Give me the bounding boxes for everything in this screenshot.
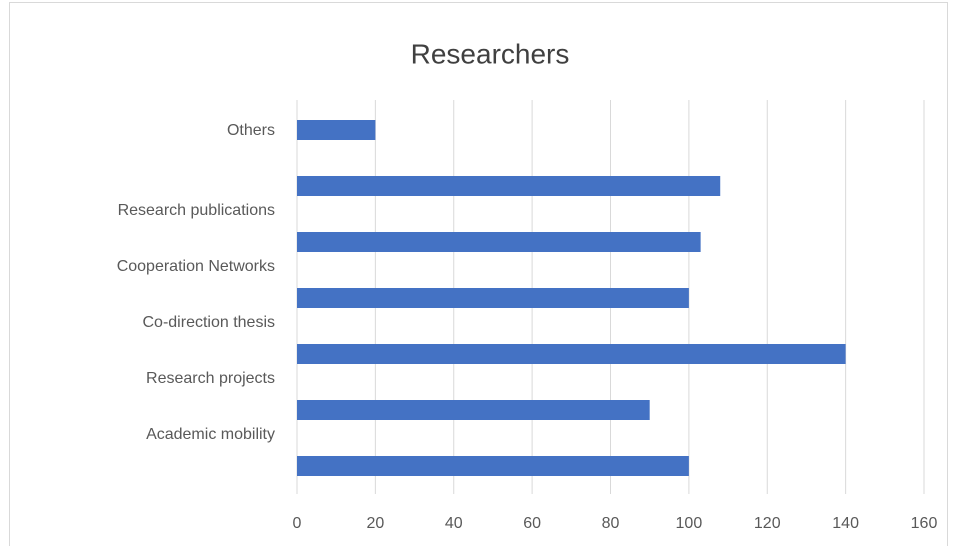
y-tick-label: Cooperation Networks — [117, 258, 275, 275]
x-tick-label: 100 — [676, 515, 703, 532]
bar — [297, 344, 846, 364]
bar — [297, 400, 650, 420]
x-tick-label: 80 — [602, 515, 620, 532]
x-tick-label: 120 — [754, 515, 781, 532]
y-tick-label: Research projects — [146, 370, 275, 387]
x-tick-label: 40 — [445, 515, 463, 532]
bar — [297, 456, 689, 476]
bar — [297, 288, 689, 308]
x-tick-label: 60 — [523, 515, 541, 532]
bar — [297, 120, 376, 140]
x-tick-label: 20 — [366, 515, 384, 532]
y-tick-label: Co-direction thesis — [143, 314, 276, 331]
x-tick-label: 0 — [293, 515, 302, 532]
y-tick-label: Research publications — [118, 202, 275, 219]
x-tick-label: 140 — [832, 515, 859, 532]
x-tick-label: 160 — [911, 515, 938, 532]
chart-frame — [9, 2, 948, 546]
y-tick-label: Academic mobility — [146, 426, 275, 443]
y-tick-label: Others — [227, 122, 275, 139]
bar — [297, 176, 721, 196]
bar — [297, 232, 701, 252]
chart-title: Researchers — [411, 38, 570, 69]
